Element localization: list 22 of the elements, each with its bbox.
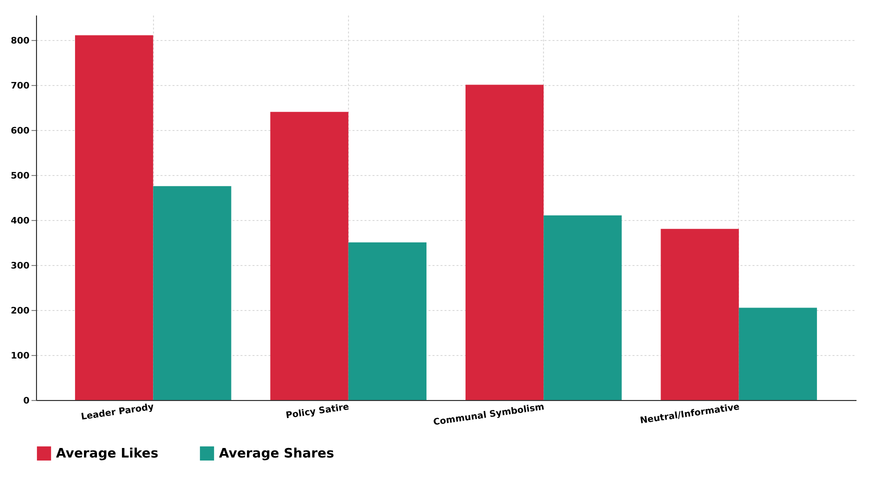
bar (75, 35, 154, 400)
y-tick-label: 400 (10, 216, 30, 226)
x-tick-label: Communal Symbolism (432, 402, 546, 428)
y-tick-label: 100 (10, 351, 30, 362)
y-tick-label: 200 (10, 306, 30, 316)
y-tick-label: 0 (23, 396, 30, 406)
y-tick-label: 700 (10, 81, 30, 92)
x-tick-label: Leader Parody (80, 402, 155, 423)
y-tick-label: 500 (10, 171, 30, 182)
bar (348, 242, 426, 400)
bar (544, 215, 622, 400)
legend-label: Average Shares (219, 446, 334, 462)
bar (660, 228, 739, 400)
bar (466, 84, 544, 400)
legend-label: Average Likes (56, 446, 159, 462)
bar (270, 112, 348, 400)
y-tick-label: 800 (10, 36, 30, 46)
y-tick-label: 300 (10, 261, 30, 272)
bar (153, 186, 232, 400)
y-tick-label: 600 (10, 126, 30, 136)
bar (738, 308, 817, 400)
x-tick-label: Policy Satire (285, 402, 350, 422)
